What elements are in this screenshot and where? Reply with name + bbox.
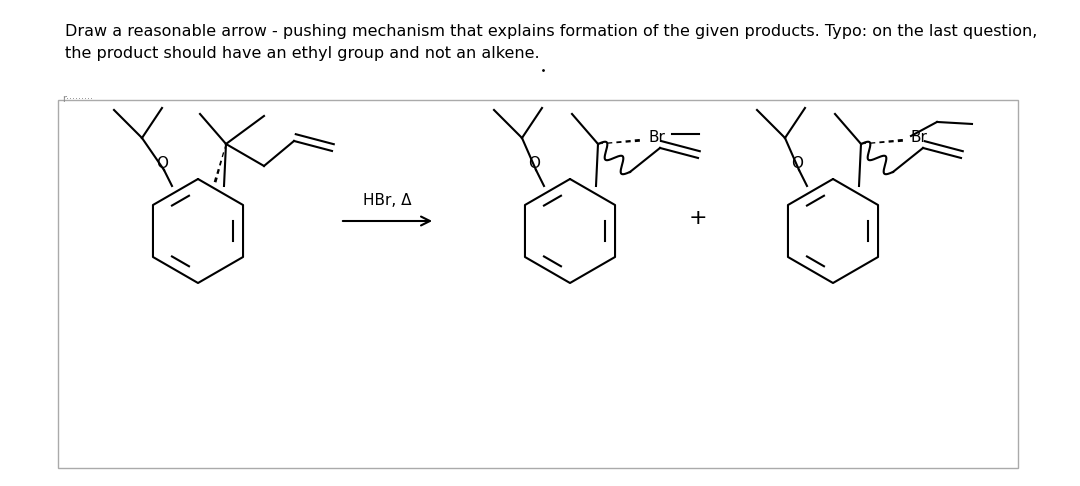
Text: r·········: r········· [62, 94, 93, 104]
Text: O: O [528, 156, 540, 172]
Text: Draw a reasonable arrow - pushing mechanism that explains formation of the given: Draw a reasonable arrow - pushing mechan… [65, 24, 1038, 39]
Text: +: + [689, 208, 707, 228]
Text: HBr, Δ: HBr, Δ [363, 193, 411, 208]
Text: O: O [791, 156, 804, 172]
Bar [58, 100, 1018, 468]
Text: O: O [156, 156, 168, 172]
Text: the product should have an ethyl group and not an alkene.: the product should have an ethyl group a… [65, 46, 540, 61]
Text: Br: Br [648, 130, 665, 145]
Text: Br: Br [912, 130, 928, 145]
